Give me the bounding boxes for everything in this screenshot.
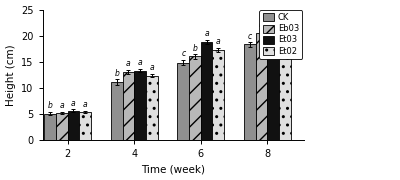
Text: a: a [126,59,131,68]
Text: c: c [181,49,186,58]
Text: a: a [138,58,142,67]
X-axis label: Time (week): Time (week) [141,165,205,174]
Bar [146,76,158,140]
Bar [201,42,212,140]
Bar [212,50,224,140]
Bar [56,113,68,140]
Text: a: a [204,29,209,38]
Bar [267,22,279,140]
Text: c: c [248,31,252,40]
Text: a: a [83,100,88,109]
Bar [256,33,267,140]
Y-axis label: Height (cm): Height (cm) [6,44,16,105]
Bar [122,72,134,140]
Bar [244,44,256,140]
Legend: CK, Eb03, Et03, Et02: CK, Eb03, Et03, Et02 [260,10,302,59]
Text: a: a [271,8,276,17]
Bar [44,114,56,140]
Text: a: a [149,63,154,72]
Text: a: a [216,37,220,46]
Text: b: b [48,101,52,110]
Text: b: b [192,44,197,53]
Bar [134,71,146,140]
Bar [79,112,91,140]
Text: a: a [71,98,76,107]
Bar [111,82,122,140]
Bar [68,111,79,140]
Bar [189,57,201,140]
Text: a: a [60,101,64,110]
Text: ab: ab [280,16,290,25]
Text: b: b [259,20,264,29]
Bar [178,63,189,140]
Text: b: b [114,69,119,78]
Bar [279,29,291,140]
